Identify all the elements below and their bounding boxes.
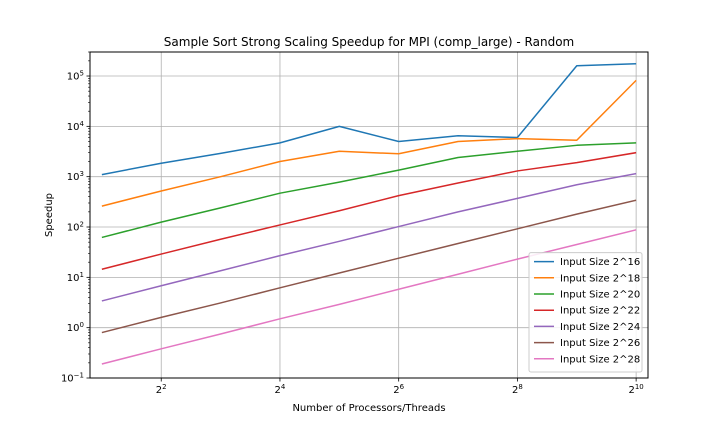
series-line [101, 142, 637, 239]
chart-title: Sample Sort Strong Scaling Speedup for M… [164, 35, 574, 49]
series-line [101, 63, 637, 176]
plot-area-frame [89, 51, 649, 379]
series-lines [101, 63, 637, 365]
x-axis-label: Number of Processors/Threads [292, 403, 445, 414]
y-tick-label: 105 [67, 70, 84, 83]
legend-entry-label: Input Size 2^22 [560, 306, 640, 317]
legend-entry-label: Input Size 2^16 [560, 257, 640, 268]
legend-entry-label: Input Size 2^18 [560, 273, 640, 284]
series-line [101, 79, 637, 207]
y-tick-label: 103 [67, 170, 84, 183]
y-tick-label: 104 [67, 120, 85, 133]
y-axis-label: Speedup [44, 193, 55, 237]
legend-entry-label: Input Size 2^26 [560, 338, 640, 349]
x-tick-label: 22 [156, 383, 167, 396]
y-tick-label: 101 [67, 271, 84, 284]
x-tick-label: 210 [628, 383, 643, 396]
y-tick-label: 100 [67, 321, 84, 334]
y-tick-label: 102 [67, 221, 84, 234]
series-line [101, 229, 637, 365]
y-tick-label: 10−1 [61, 372, 84, 385]
legend-entry-label: Input Size 2^28 [560, 354, 640, 365]
series-line [101, 199, 637, 334]
legend-box [528, 252, 643, 373]
x-tick-label: 24 [275, 383, 286, 396]
legend: Input Size 2^16 Input Size 2^18 Input Size… [528, 252, 643, 373]
x-tick-label: 26 [393, 383, 404, 396]
legend-entry-label: Input Size 2^24 [560, 322, 640, 333]
series-line [101, 172, 637, 302]
series-line [101, 151, 637, 270]
axis-ticks: 22 24 26 28 210 10−1 100 101 102 103 104 105 [61, 51, 644, 396]
x-tick-label: 28 [512, 383, 523, 396]
legend-entry-label: Input Size 2^20 [560, 290, 640, 301]
